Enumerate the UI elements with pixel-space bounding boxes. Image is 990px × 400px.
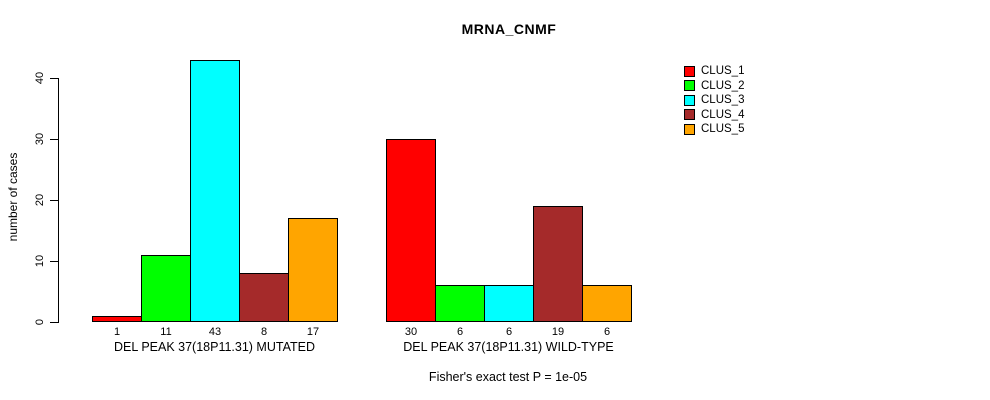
legend-swatch-clus_1 (684, 65, 695, 77)
bar-clus_2-group1 (141, 255, 191, 322)
bar-value-label: 43 (208, 326, 222, 338)
bar-value-label: 1 (113, 326, 121, 338)
bar-clus_2-group2 (435, 285, 485, 322)
y-tick-label: 20 (34, 193, 46, 207)
bar-clus_5-group1 (288, 218, 338, 322)
y-tick-label: 40 (34, 71, 46, 85)
bar-clus_5-group2 (582, 285, 632, 322)
legend-swatch-clus_3 (684, 94, 695, 106)
y-tick (50, 261, 58, 262)
y-tick-label: 30 (34, 132, 46, 146)
bar-clus_4-group1 (239, 273, 289, 322)
bar-value-label: 19 (551, 326, 565, 338)
bar-value-label: 6 (505, 326, 513, 338)
legend-label-clus_2: CLUS_2 (701, 79, 745, 92)
legend-label-clus_3: CLUS_3 (701, 94, 745, 106)
y-axis-line (58, 78, 59, 323)
y-tick-label: 0 (34, 318, 46, 326)
bar-clus_1-group1 (92, 316, 142, 322)
bar-value-label: 17 (306, 326, 320, 338)
bar-value-label: 6 (456, 326, 464, 338)
legend-swatch-clus_2 (684, 80, 695, 91)
y-tick (50, 78, 58, 79)
bar-value-label: 8 (260, 326, 268, 338)
bar-clus_1-group2 (386, 139, 436, 322)
legend-label-clus_4: CLUS_4 (701, 108, 745, 121)
y-tick (50, 139, 58, 140)
bar-clus_3-group2 (484, 285, 534, 322)
bar-value-label: 30 (404, 326, 418, 338)
y-tick (50, 322, 58, 323)
y-axis-label: number of cases (6, 152, 20, 242)
y-tick (50, 200, 58, 201)
fisher-test-annotation: Fisher's exact test P = 1e-05 (428, 370, 588, 384)
bar-clus_4-group2 (533, 206, 583, 322)
x-group-label: DEL PEAK 37(18P11.31) MUTATED (113, 340, 316, 354)
x-group-label: DEL PEAK 37(18P11.31) WILD-TYPE (403, 340, 614, 354)
legend-swatch-clus_5 (684, 123, 695, 135)
chart-title: MRNA_CNMF (461, 21, 557, 37)
legend-label-clus_1: CLUS_1 (701, 65, 745, 77)
bar-value-label: 11 (160, 326, 172, 338)
bar-clus_3-group1 (190, 60, 240, 322)
legend-swatch-clus_4 (684, 109, 695, 120)
legend-label-clus_5: CLUS_5 (701, 123, 745, 135)
bar-value-label: 6 (603, 326, 611, 338)
y-tick-label: 10 (34, 254, 46, 268)
